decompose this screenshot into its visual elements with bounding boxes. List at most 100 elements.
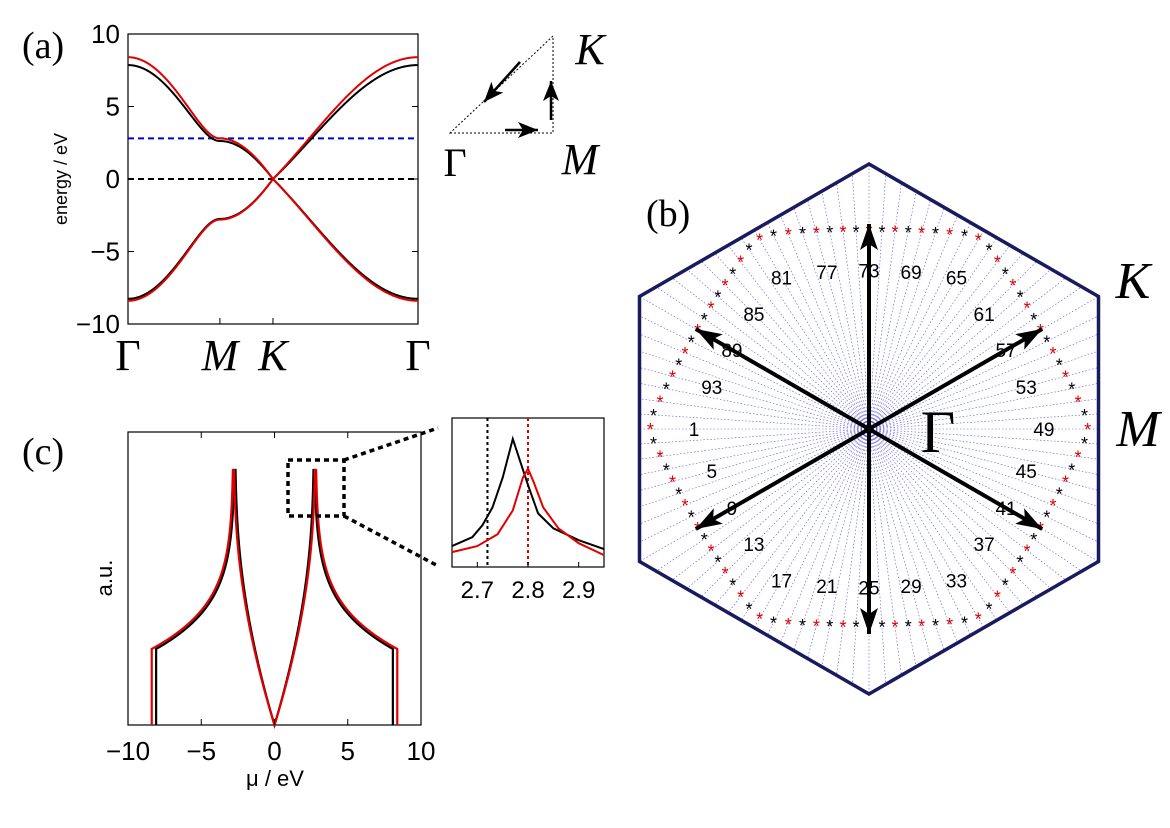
sampling-ray bbox=[639, 367, 870, 430]
x-axis-label: μ / eV bbox=[246, 766, 304, 791]
k-point-marker: * bbox=[729, 575, 736, 595]
sampling-ray bbox=[836, 428, 870, 676]
sampling-ray bbox=[868, 296, 1099, 430]
k-point-marker: * bbox=[785, 225, 792, 245]
dos-inset-panel: 2.7 2.8 2.9 bbox=[451, 417, 605, 604]
sampling-ray bbox=[639, 296, 870, 430]
k-point-marker: * bbox=[839, 222, 846, 242]
high-symmetry-arrow bbox=[694, 427, 871, 531]
sampling-ray bbox=[639, 428, 870, 491]
sampling-ray bbox=[639, 383, 870, 430]
k-point-marker: * bbox=[675, 355, 682, 375]
sampling-ray bbox=[868, 428, 1099, 525]
path-label-gamma: Γ bbox=[443, 140, 466, 185]
sampling-ray bbox=[868, 428, 1011, 613]
k-point-marker: * bbox=[756, 231, 763, 251]
sampling-ray bbox=[868, 383, 1099, 430]
sampling-ray bbox=[868, 333, 1099, 430]
y-tick-label: 5 bbox=[106, 92, 120, 122]
k-point-marker: * bbox=[722, 564, 729, 584]
sampling-ray bbox=[727, 428, 870, 613]
x-tick-label: M bbox=[201, 331, 241, 380]
k-point-marker: * bbox=[961, 226, 968, 246]
k-point-marker: * bbox=[729, 265, 736, 285]
k-point-marker: * bbox=[785, 615, 792, 635]
k-point-marker: * bbox=[1062, 367, 1069, 387]
sampling-ray bbox=[671, 277, 870, 430]
path-arrow-gm-head bbox=[518, 122, 538, 138]
k-point-marker: * bbox=[656, 392, 663, 412]
k-point-marker: * bbox=[994, 253, 1001, 273]
k-point-marker: * bbox=[839, 618, 846, 638]
sampling-ray bbox=[807, 428, 870, 659]
k-point-marker: * bbox=[669, 367, 676, 387]
k-point-marker: * bbox=[1030, 530, 1037, 550]
k-point-marker: * bbox=[826, 223, 833, 243]
sampling-ray bbox=[639, 428, 870, 543]
sampling-ray bbox=[753, 230, 870, 430]
y-tick-label: −10 bbox=[76, 309, 120, 339]
y-tick-label: 10 bbox=[91, 19, 120, 49]
k-point-label: 61 bbox=[974, 305, 995, 326]
k-point-label: 77 bbox=[816, 263, 837, 284]
k-point-marker: * bbox=[1030, 310, 1037, 330]
path-label-m: M bbox=[561, 135, 601, 184]
k-point-label: 13 bbox=[743, 535, 764, 556]
k-point-marker: * bbox=[1043, 332, 1050, 352]
sampling-ray bbox=[671, 428, 870, 581]
high-symmetry-arrow bbox=[694, 327, 871, 431]
k-point-label: 93 bbox=[701, 378, 722, 399]
sampling-ray bbox=[639, 428, 870, 445]
k-point-marker: * bbox=[1009, 564, 1016, 584]
k-point-marker: * bbox=[878, 618, 885, 638]
bz-label-gamma: Γ bbox=[921, 399, 956, 465]
sampling-ray bbox=[836, 182, 870, 430]
k-point-marker: * bbox=[1017, 552, 1024, 572]
band-lower-series bbox=[127, 177, 419, 300]
zoom-box bbox=[286, 458, 346, 518]
hexagon-outline bbox=[637, 161, 1101, 697]
k-point-marker: * bbox=[701, 310, 708, 330]
inset-x-tick-label: 2.8 bbox=[511, 577, 544, 604]
k-point-label: 17 bbox=[771, 571, 792, 592]
k-point-marker: * bbox=[1050, 496, 1057, 516]
y-axis-label: a.u. bbox=[92, 560, 117, 597]
k-point-marker: * bbox=[975, 231, 982, 251]
k-point-marker: * bbox=[714, 288, 721, 308]
sampling-ray bbox=[868, 428, 1024, 606]
band-structure-panel: 10 5 0 −5 −10 energy / eV Γ M K Γ bbox=[51, 19, 431, 380]
k-point-label: 5 bbox=[706, 462, 717, 483]
k-point-marker: * bbox=[975, 609, 982, 629]
k-point-marker: * bbox=[918, 617, 925, 637]
k-point-marker: * bbox=[1081, 434, 1088, 454]
k-point-marker: * bbox=[813, 223, 820, 243]
sampling-ray bbox=[639, 428, 870, 562]
sampling-ray bbox=[868, 428, 1099, 445]
k-point-marker: * bbox=[961, 614, 968, 634]
k-point-marker: * bbox=[985, 240, 992, 260]
sampling-ray bbox=[714, 252, 870, 430]
k-point-marker: * bbox=[701, 530, 708, 550]
inset-x-tick-label: 2.7 bbox=[461, 577, 494, 604]
sampling-ray bbox=[868, 277, 1067, 430]
sampling-ray bbox=[868, 315, 1099, 430]
high-symmetry-arrow-head bbox=[1015, 329, 1043, 350]
x-tick-label: −5 bbox=[186, 736, 216, 766]
x-tick-label: 5 bbox=[341, 736, 355, 766]
k-point-marker: * bbox=[647, 420, 654, 440]
k-point-marker: * bbox=[650, 406, 657, 426]
inset-series bbox=[451, 435, 605, 551]
panel-tag-a: (a) bbox=[22, 25, 64, 67]
sampling-ray bbox=[780, 428, 870, 643]
sampling-ray bbox=[868, 428, 1082, 572]
k-point-marker: * bbox=[1084, 420, 1091, 440]
sampling-ray bbox=[639, 333, 870, 430]
path-arrow-kg-head bbox=[484, 81, 504, 102]
k-point-label: 45 bbox=[1016, 462, 1037, 483]
k-point-marker: * bbox=[891, 618, 898, 638]
sampling-ray bbox=[639, 428, 870, 460]
k-point-marker: * bbox=[1002, 265, 1009, 285]
k-point-marker: * bbox=[1002, 575, 1009, 595]
sampling-ray bbox=[868, 245, 1011, 430]
k-point-marker: * bbox=[1075, 392, 1082, 412]
